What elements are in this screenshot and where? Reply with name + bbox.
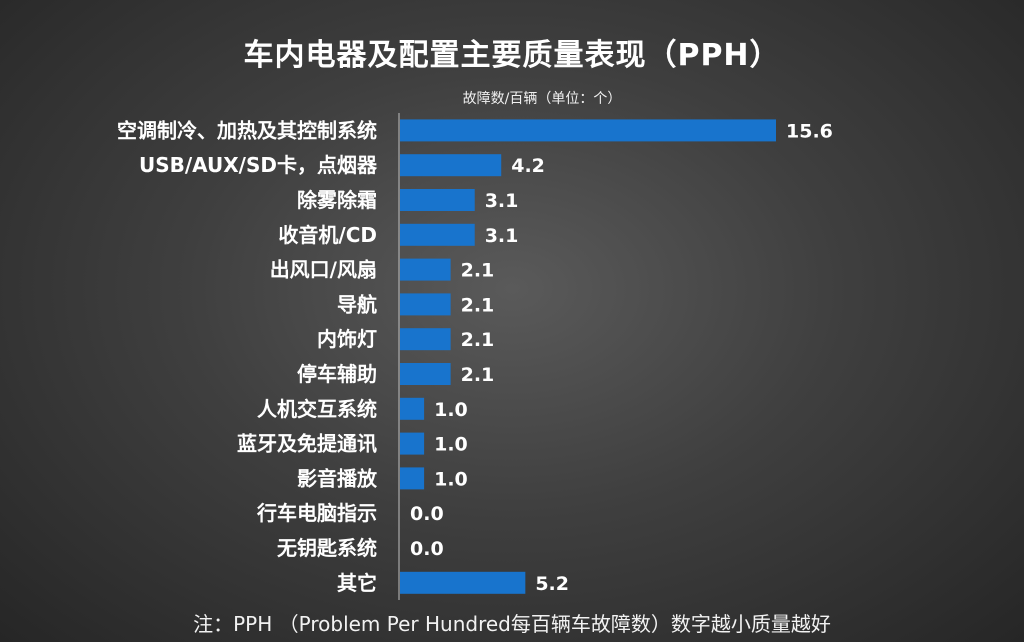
category-label: 影音播放 <box>297 466 378 490</box>
data-label: 15.6 <box>786 120 833 142</box>
bar <box>400 432 425 455</box>
data-label: 1.0 <box>434 468 468 490</box>
unit-label: 故障数/百辆（单位：个） <box>462 91 622 107</box>
category-label: 出风口/风扇 <box>270 258 377 282</box>
category-label: 内饰灯 <box>317 327 377 351</box>
data-label: 5.2 <box>535 573 569 595</box>
category-label: 行车电脑指示 <box>256 501 377 525</box>
data-label: 3.1 <box>485 225 519 247</box>
bar-chart: 空调制冷、加热及其控制系统 15.6 USB/AUX/SD卡，点烟器 4.2 除雾除霜 3… <box>117 113 833 600</box>
data-label: 0.0 <box>410 538 444 560</box>
bar <box>400 154 502 177</box>
bar <box>400 258 451 281</box>
bar <box>400 293 451 316</box>
bar <box>400 397 425 420</box>
category-label: 空调制冷、加热及其控制系统 <box>117 118 377 142</box>
data-label: 2.1 <box>461 364 495 386</box>
footnote: 注：PPH （Problem Per Hundred每百辆车故障数）数字越小质量… <box>193 612 831 636</box>
data-label: 3.1 <box>485 190 519 212</box>
bar <box>400 119 776 142</box>
data-label: 2.1 <box>461 329 495 351</box>
category-label: 人机交互系统 <box>257 397 377 421</box>
category-label: 停车辅助 <box>297 362 377 386</box>
bar <box>400 363 451 385</box>
data-label: 2.1 <box>461 294 495 316</box>
bar <box>400 223 475 246</box>
category-label: 蓝牙及免提通讯 <box>237 432 377 456</box>
bar <box>400 571 526 594</box>
bar <box>400 189 475 211</box>
data-label: 1.0 <box>434 434 468 456</box>
category-label: 导航 <box>337 292 377 316</box>
category-label: 其它 <box>337 571 377 595</box>
data-label: 1.0 <box>434 399 468 421</box>
category-label: 收音机/CD <box>278 223 377 247</box>
data-label: 0.0 <box>410 503 444 525</box>
category-label: 除雾除霜 <box>297 188 377 212</box>
category-label: USB/AUX/SD卡，点烟器 <box>139 153 378 177</box>
bar <box>400 328 451 351</box>
bar <box>400 467 425 490</box>
chart-title: 车内电器及配置主要质量表现（PPH） <box>243 38 781 73</box>
category-label: 无钥匙系统 <box>277 536 377 560</box>
data-label: 2.1 <box>461 260 495 282</box>
data-label: 4.2 <box>511 155 545 177</box>
